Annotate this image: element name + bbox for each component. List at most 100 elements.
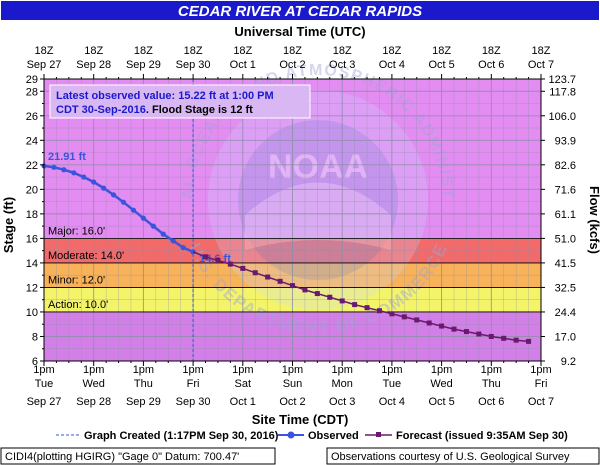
flood-label-moderate: Moderate: 14.0' (48, 250, 124, 262)
x-top-tick-hour: 18Z (482, 45, 501, 57)
y-right-tick-label: 32.5 (555, 282, 576, 294)
x-bottom-tick-hour: 1pm (530, 364, 551, 376)
y-right-tick-label: 24.4 (555, 307, 576, 319)
x-bottom-tick-day: Fri (187, 378, 200, 390)
y-right-tick-label: 117.8 (549, 86, 576, 98)
y-right-tick-label: 106.0 (548, 111, 576, 123)
y-right-tick-label: 93.9 (555, 135, 576, 147)
x-bottom-tick-hour: 1pm (133, 364, 154, 376)
observed-start-label: 21.91 ft (48, 151, 86, 163)
legend: Graph Created (1:17PM Sep 30, 2016) Obse… (56, 430, 568, 442)
forecast-point (501, 335, 507, 341)
footer-right-box (326, 447, 600, 465)
forecast-point (265, 274, 271, 280)
top-axis-title: Universal Time (UTC) (234, 24, 365, 39)
forecast-point (240, 265, 246, 271)
x-bottom-tick-hour: 1pm (481, 364, 502, 376)
forecast-line (192, 251, 529, 343)
observed-point (61, 167, 67, 173)
x-bottom-tick-hour: 1pm (83, 364, 104, 376)
latest-value-date: CDT 30-Sep-2016 (56, 104, 146, 116)
y-left-tick-label: 10 (26, 307, 38, 319)
legend-observed: Observed (308, 430, 359, 442)
forecast-point (364, 305, 370, 311)
y-left-tick-label: 8 (32, 331, 38, 343)
y-right-tick-label: 9.2 (561, 356, 576, 368)
forecast-point (352, 302, 358, 308)
observed-point (170, 238, 176, 244)
observed-point (81, 174, 87, 180)
forecast-point (401, 314, 407, 320)
observed-point (130, 207, 137, 213)
legend-observed-marker (287, 431, 295, 439)
x-top-tick-date: Oct 2 (279, 59, 305, 71)
forecast-point (476, 331, 482, 337)
latest-value-line1: Latest observed value: 15.22 ft at 1:00 … (56, 90, 274, 102)
grid-lines (43, 79, 542, 362)
forecast-point (290, 283, 295, 289)
y-axis-left-title: Stage (ft) (1, 197, 16, 253)
title-bar (1, 1, 599, 20)
y-left-tick-label: 12 (26, 282, 38, 294)
x-bottom-tick-day: Thu (134, 378, 153, 390)
footer-credit: Observations courtesy of U.S. Geological… (331, 451, 570, 463)
y-left-tick-label: 24 (26, 135, 38, 147)
x-bottom-tick-date: Oct 5 (428, 396, 454, 408)
x-top-tick-hour: 18Z (532, 45, 551, 57)
observed-line (43, 164, 194, 254)
y-left-tick-label: 29 (26, 74, 38, 86)
forecast-point (451, 326, 457, 332)
chart-title: CEDAR RIVER AT CEDAR RAPIDS (178, 3, 422, 20)
x-bottom-tick-day: Wed (82, 378, 104, 390)
forecast-point (439, 323, 445, 329)
y-left-tick-label: 20 (26, 184, 38, 196)
y-left-tick-label: 26 (26, 111, 38, 123)
x-bottom-tick-date: Oct 2 (279, 396, 305, 408)
y-left-tick-label: 14 (26, 258, 38, 270)
x-bottom-tick-date: Oct 4 (379, 396, 405, 408)
forecast-point (389, 311, 395, 317)
x-bottom-tick-hour: 1pm (232, 364, 253, 376)
forecast-point (302, 287, 308, 293)
y-right-tick-label: 17.0 (555, 331, 576, 343)
x-top-tick-date: Oct 1 (230, 59, 256, 71)
x-bottom-tick-hour: 1pm (282, 364, 303, 376)
observed-point (120, 199, 127, 205)
forecast-point (414, 317, 420, 323)
observed-point (71, 170, 77, 176)
x-top-tick-hour: 18Z (432, 45, 451, 57)
x-bottom-tick-day: Thu (482, 378, 501, 390)
forecast-point (227, 261, 233, 267)
x-top-tick-date: Sep 30 (176, 59, 211, 71)
x-bottom-tick-day: Mon (331, 378, 352, 390)
flood-label-major: Major: 16.0' (48, 225, 105, 237)
forecast-point (339, 298, 345, 304)
noaa-logo-text: NOAA (268, 148, 368, 186)
x-top-tick-date: Sep 29 (126, 59, 161, 71)
forecast-point (314, 291, 320, 297)
flood-stage-labels: Major: 16.0' Moderate: 14.0' Minor: 12.0' A… (48, 225, 124, 311)
x-bottom-tick-hour: 1pm (33, 364, 54, 376)
y-left-tick-label: 6 (32, 356, 38, 368)
x-top-tick-hour: 18Z (184, 45, 203, 57)
x-bottom-tick-date: Sep 30 (176, 396, 211, 408)
forecast-point (426, 320, 432, 326)
x-bottom-tick-hour: 1pm (182, 364, 203, 376)
x-bottom-tick-day: Tue (383, 378, 402, 390)
observed-point (150, 223, 156, 229)
forecast-point (526, 338, 532, 344)
y-left-tick-label: 18 (26, 209, 38, 221)
y-right-tick-label: 61.1 (555, 209, 576, 221)
x-top-tick-hour: 18Z (35, 45, 54, 57)
forecast-point (203, 254, 209, 260)
forecast-point (488, 333, 494, 339)
observed-point (101, 185, 107, 191)
latest-value-box: Latest observed value: 15.22 ft at 1:00 … (49, 84, 311, 119)
x-bottom-tick-date: Oct 6 (478, 396, 504, 408)
x-bottom-tick-date: Oct 3 (329, 396, 355, 408)
y-right-tick-label: 41.5 (555, 258, 576, 270)
y-right-tick-label: 51.0 (555, 233, 576, 245)
footer-datum: CIDI4(plotting HGIRG) "Gage 0" Datum: 70… (5, 451, 239, 463)
flood-stage-note: . Flood Stage is 12 ft (146, 104, 253, 116)
